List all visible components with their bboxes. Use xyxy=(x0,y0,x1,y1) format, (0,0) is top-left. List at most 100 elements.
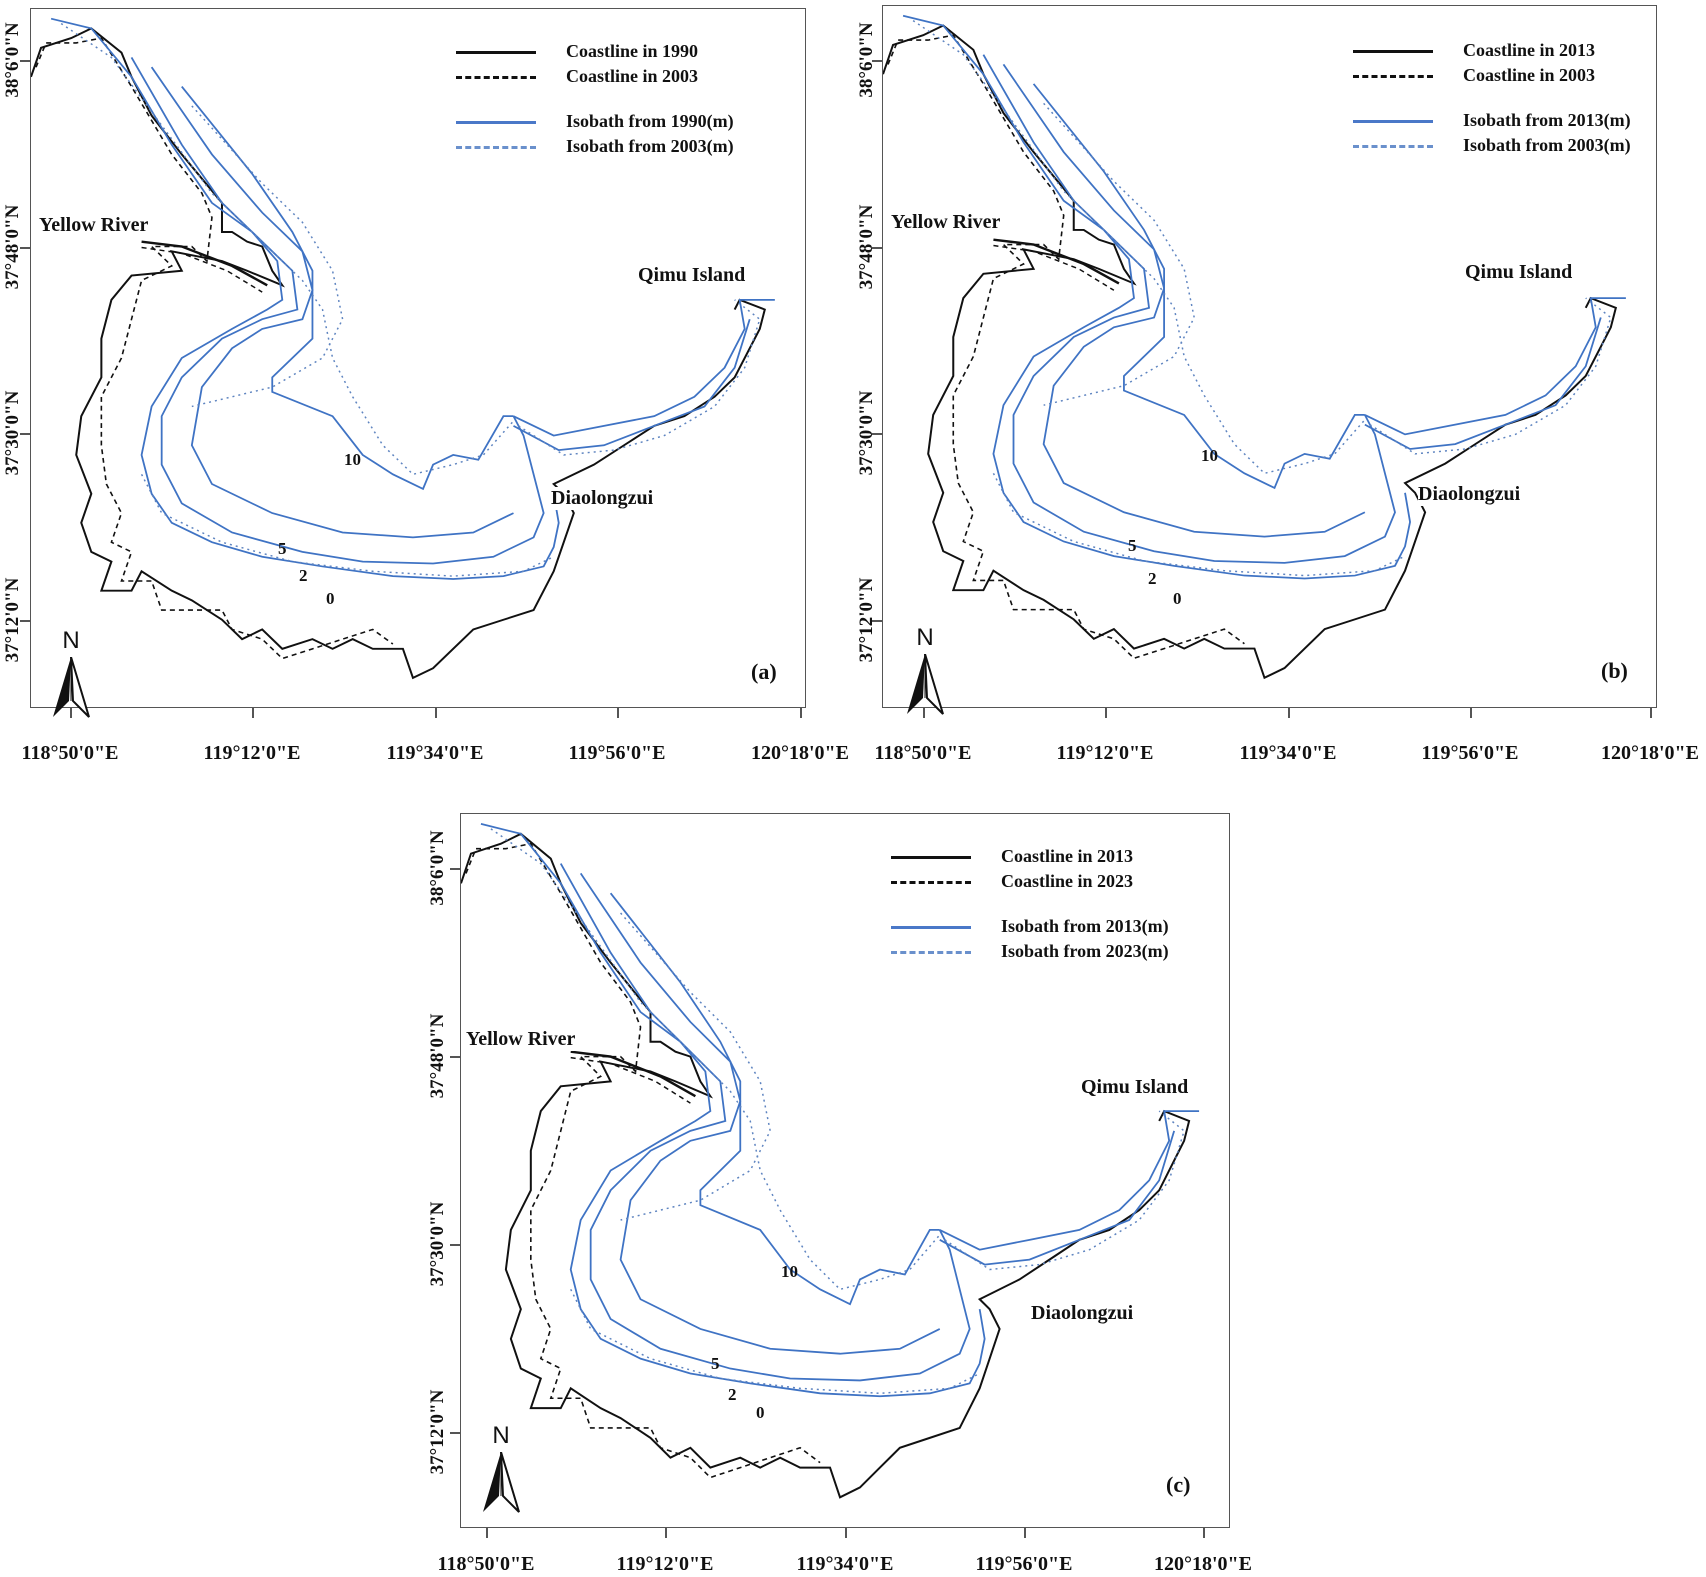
panel-label-a: (a) xyxy=(751,659,777,684)
place-diaolongzui: Diaolongzui xyxy=(1031,1302,1134,1325)
solid-black-line-icon xyxy=(1353,50,1433,53)
solid-black-line-icon xyxy=(456,51,536,54)
lat-tick xyxy=(20,247,30,249)
panel-label-c: (c) xyxy=(1166,1472,1191,1497)
isobath-label-10: 10 xyxy=(1201,446,1218,465)
north-arrow-c: N xyxy=(481,1424,521,1514)
lat-label: 37°48'0"N xyxy=(2,204,23,290)
place-qimu-island: Qimu Island xyxy=(1081,1076,1189,1099)
dashed-black-line-icon xyxy=(891,881,971,884)
lat-tick xyxy=(872,60,882,62)
lat-label: 37°12'0"N xyxy=(2,577,23,663)
lon-label: 119°12'0"E xyxy=(1056,742,1154,764)
isobath-label-5: 5 xyxy=(711,1354,720,1373)
isobath-label-2: 2 xyxy=(1148,569,1157,588)
lon-label: 118°50'0"E xyxy=(874,742,972,764)
lat-label: 38°6'0"N xyxy=(2,22,23,98)
panel-c: Coastline in 2013 Coastline in 2023 Isob… xyxy=(420,805,1290,1577)
north-arrow-a: N xyxy=(51,629,91,719)
solid-blue-line-icon xyxy=(456,121,536,124)
lat-label: 37°30'0"N xyxy=(2,390,23,476)
solid-blue-line-icon xyxy=(891,926,971,929)
lon-tick xyxy=(1105,708,1107,718)
lon-tick xyxy=(1024,1528,1026,1538)
lon-label: 120°18'0"E xyxy=(1601,742,1699,764)
isobath-label-10: 10 xyxy=(781,1262,798,1281)
dashed-black-line-icon xyxy=(456,76,536,79)
lat-label: 37°30'0"N xyxy=(856,390,877,476)
dashed-blue-line-icon xyxy=(1353,145,1433,148)
lon-tick xyxy=(1288,708,1290,718)
dashed-blue-line-icon xyxy=(891,951,971,954)
isobath-label-5: 5 xyxy=(278,539,287,558)
lon-label: 120°18'0"E xyxy=(751,742,849,764)
lon-tick xyxy=(1203,1528,1205,1538)
lat-tick xyxy=(20,620,30,622)
isobath-label-0: 0 xyxy=(756,1403,765,1422)
lat-label: 37°48'0"N xyxy=(427,1013,448,1099)
lon-label: 118°50'0"E xyxy=(437,1553,535,1575)
lon-label: 119°34'0"E xyxy=(1239,742,1337,764)
isobath-label-5: 5 xyxy=(1128,536,1137,555)
lon-tick xyxy=(252,708,254,718)
lon-label: 118°50'0"E xyxy=(21,742,119,764)
lat-tick xyxy=(872,247,882,249)
place-diaolongzui: Diaolongzui xyxy=(1418,483,1521,506)
lon-label: 119°12'0"E xyxy=(203,742,301,764)
lat-tick xyxy=(20,433,30,435)
lat-tick xyxy=(20,60,30,62)
dashed-blue-line-icon xyxy=(456,146,536,149)
lon-tick xyxy=(617,708,619,718)
lon-tick xyxy=(1470,708,1472,718)
lon-tick xyxy=(435,708,437,718)
isobath-label-10: 10 xyxy=(344,450,361,469)
north-arrow-icon xyxy=(481,1452,521,1514)
place-yellow-river: Yellow River xyxy=(466,1028,576,1051)
place-yellow-river: Yellow River xyxy=(891,211,1001,234)
isobath-label-0: 0 xyxy=(1173,589,1182,608)
place-yellow-river: Yellow River xyxy=(39,214,149,237)
lon-tick xyxy=(800,708,802,718)
place-diaolongzui: Diaolongzui xyxy=(551,487,654,510)
lon-tick xyxy=(665,1528,667,1538)
map-frame-c: Coastline in 2013 Coastline in 2023 Isob… xyxy=(460,813,1230,1528)
lon-label: 119°56'0"E xyxy=(1421,742,1519,764)
place-qimu-island: Qimu Island xyxy=(1465,261,1573,284)
lon-tick xyxy=(70,708,72,718)
panel-b: Coastline in 2013 Coastline in 2003 Isob… xyxy=(852,0,1706,764)
lon-label: 119°56'0"E xyxy=(568,742,666,764)
lon-tick xyxy=(486,1528,488,1538)
dashed-black-line-icon xyxy=(1353,75,1433,78)
isobath-label-0: 0 xyxy=(326,589,335,608)
lat-tick xyxy=(872,433,882,435)
lon-tick xyxy=(845,1528,847,1538)
lon-label: 119°34'0"E xyxy=(386,742,484,764)
lat-label: 37°12'0"N xyxy=(856,577,877,663)
isobath-label-2: 2 xyxy=(299,566,308,585)
place-qimu-island: Qimu Island xyxy=(638,264,746,287)
lat-label: 38°6'0"N xyxy=(856,22,877,98)
solid-black-line-icon xyxy=(891,856,971,859)
lat-label: 37°30'0"N xyxy=(427,1201,448,1287)
lat-tick xyxy=(450,1056,460,1058)
lon-label: 119°12'0"E xyxy=(616,1553,714,1575)
lat-tick xyxy=(450,1244,460,1246)
map-frame-a: Coastline in 1990 Coastline in 2003 Isob… xyxy=(30,8,806,708)
lat-tick xyxy=(450,868,460,870)
map-frame-b: Coastline in 2013 Coastline in 2003 Isob… xyxy=(882,5,1657,708)
lat-tick xyxy=(872,620,882,622)
north-arrow-b: N xyxy=(905,626,945,716)
panel-a: Coastline in 1990 Coastline in 2003 Isob… xyxy=(0,0,860,764)
lon-label: 119°34'0"E xyxy=(796,1553,894,1575)
panel-label-b: (b) xyxy=(1601,658,1628,683)
lon-label: 120°18'0"E xyxy=(1154,1553,1252,1575)
lon-label: 119°56'0"E xyxy=(975,1553,1073,1575)
north-arrow-icon xyxy=(905,654,945,716)
lon-tick xyxy=(923,708,925,718)
solid-blue-line-icon xyxy=(1353,120,1433,123)
lat-tick xyxy=(450,1432,460,1434)
lat-label: 37°48'0"N xyxy=(856,204,877,290)
lat-label: 38°6'0"N xyxy=(427,830,448,906)
lon-tick xyxy=(1650,708,1652,718)
lat-label: 37°12'0"N xyxy=(427,1389,448,1475)
